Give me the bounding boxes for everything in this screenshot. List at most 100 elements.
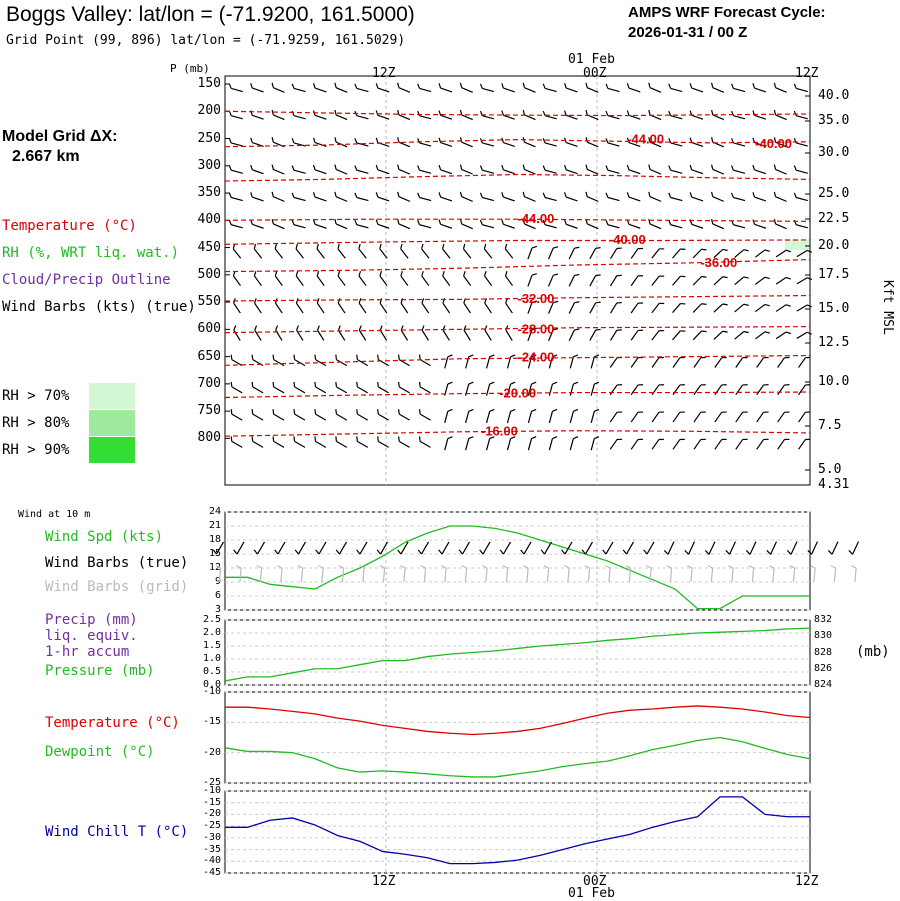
wind-barb-flag (574, 246, 580, 249)
wind-barb-staff (295, 302, 304, 314)
kft-tick-label: 7.5 (818, 418, 842, 433)
wind-barb-staff (692, 276, 702, 286)
wind-barb (527, 408, 537, 424)
isotherm-label: -44.00 (627, 132, 664, 147)
wind-barb-staff (400, 248, 409, 259)
surface-barb-grid-staff (280, 567, 283, 583)
wind-barb-flag (397, 82, 400, 88)
surface-barb-grid-flag (420, 565, 426, 569)
wind-barb (463, 271, 472, 287)
wind-barb-staff (735, 384, 744, 396)
wind-barb (501, 137, 515, 148)
wind-barb-staff (315, 386, 327, 394)
wind-barb-staff (628, 87, 641, 93)
wind-barb-staff (651, 248, 660, 259)
wind-barb-staff (672, 411, 681, 423)
wind-barb (585, 164, 599, 175)
wind-barb (254, 298, 262, 314)
surface-barb-grid (769, 565, 775, 583)
wind-barb-flag (585, 191, 588, 197)
wind-barb-staff (252, 169, 264, 175)
wind-barb (626, 164, 641, 175)
wind-barb (291, 192, 306, 202)
wind-barb-flag (773, 109, 777, 116)
wind-barb (375, 110, 390, 120)
surface-barb-grid-flag (646, 565, 652, 569)
surface-barb-grid (830, 565, 837, 583)
wind-barb-flag (447, 354, 453, 358)
wind-barb-staff (547, 275, 554, 287)
wind-barb-staff (569, 383, 574, 396)
surface-barb-flag (745, 550, 751, 555)
wind-barb (734, 276, 749, 286)
wind-barb-flag (594, 354, 600, 358)
surface-barb-grid (482, 565, 488, 583)
wind-barb-flag (230, 409, 233, 415)
wind-barb-staff (252, 223, 264, 229)
surface-barb-grid-flag (584, 565, 590, 569)
wind-barb (542, 165, 557, 174)
pressure-tick-label: 650 (197, 348, 221, 364)
wind-barb-staff (649, 223, 662, 230)
wind-barb (796, 249, 813, 258)
wind-barb (479, 83, 495, 93)
wind-barb-flag (668, 138, 672, 144)
wind-barb-staff (568, 329, 575, 341)
wind-barb-flag (442, 271, 445, 277)
wind-barb-staff (609, 248, 618, 259)
wind-barb-flag (605, 219, 609, 225)
wind-barb-staff (527, 356, 533, 369)
wind-barb-flag (417, 192, 421, 198)
wind-barb-staff (398, 87, 411, 93)
wind-barb (651, 330, 665, 341)
rh-patch (785, 240, 809, 250)
wind-barb-flag (484, 298, 487, 304)
wind-barb-staff (253, 275, 262, 287)
wind-barb-staff (233, 329, 241, 341)
wind-barb-staff (358, 302, 367, 314)
bottom-time-00z: 00Z (583, 874, 607, 889)
surface-barb-grid-flag (625, 565, 631, 569)
wind-barb-staff (274, 302, 283, 314)
wind-barb (689, 192, 704, 202)
wind-barb-staff (565, 114, 578, 120)
wind-barb-staff (293, 224, 306, 229)
surface-barb-flag (479, 549, 484, 555)
wind-barb (250, 164, 264, 175)
wind-barb-staff (357, 359, 369, 367)
wind-barb (651, 384, 664, 396)
wind-barb-flag (459, 164, 463, 170)
wind-barb (506, 354, 516, 369)
wind-barb-staff (649, 141, 662, 148)
wind-barb-staff (484, 329, 492, 341)
surface-barb-staff (728, 541, 737, 555)
wind-barb-flag (785, 331, 791, 335)
surface-barb-grid-flag (707, 565, 713, 569)
wind-barb (400, 298, 409, 314)
wind-barb-flag (397, 164, 400, 170)
surface-barb-flag (438, 549, 443, 555)
wind-barb-flag (335, 409, 338, 415)
surface-barb-grid-staff (628, 567, 632, 583)
wind-barb (358, 271, 367, 287)
wind-barb-staff (504, 248, 514, 259)
kft-tick-label: 12.5 (818, 335, 850, 350)
surface-barb-true (540, 541, 553, 555)
wind-barb (501, 192, 515, 202)
wind-barb (672, 302, 686, 314)
wind-barb-flag (638, 438, 644, 441)
wind-barb (274, 243, 284, 259)
isotherm-line (224, 110, 811, 117)
wind-barb-staff (419, 359, 431, 367)
wind-barb-flag (731, 192, 734, 198)
wind-barb-staff (358, 248, 367, 259)
wind-barb (651, 275, 665, 286)
wind-barb (250, 192, 264, 202)
pressure-tick-label: 400 (197, 212, 221, 228)
wind-barb-staff (398, 196, 411, 202)
wind-barb-flag (250, 83, 253, 89)
surface-barb-true (704, 541, 716, 555)
top-time-00z: 00Z (583, 66, 607, 81)
wind-barb (585, 109, 599, 121)
wind-barb (377, 354, 389, 367)
